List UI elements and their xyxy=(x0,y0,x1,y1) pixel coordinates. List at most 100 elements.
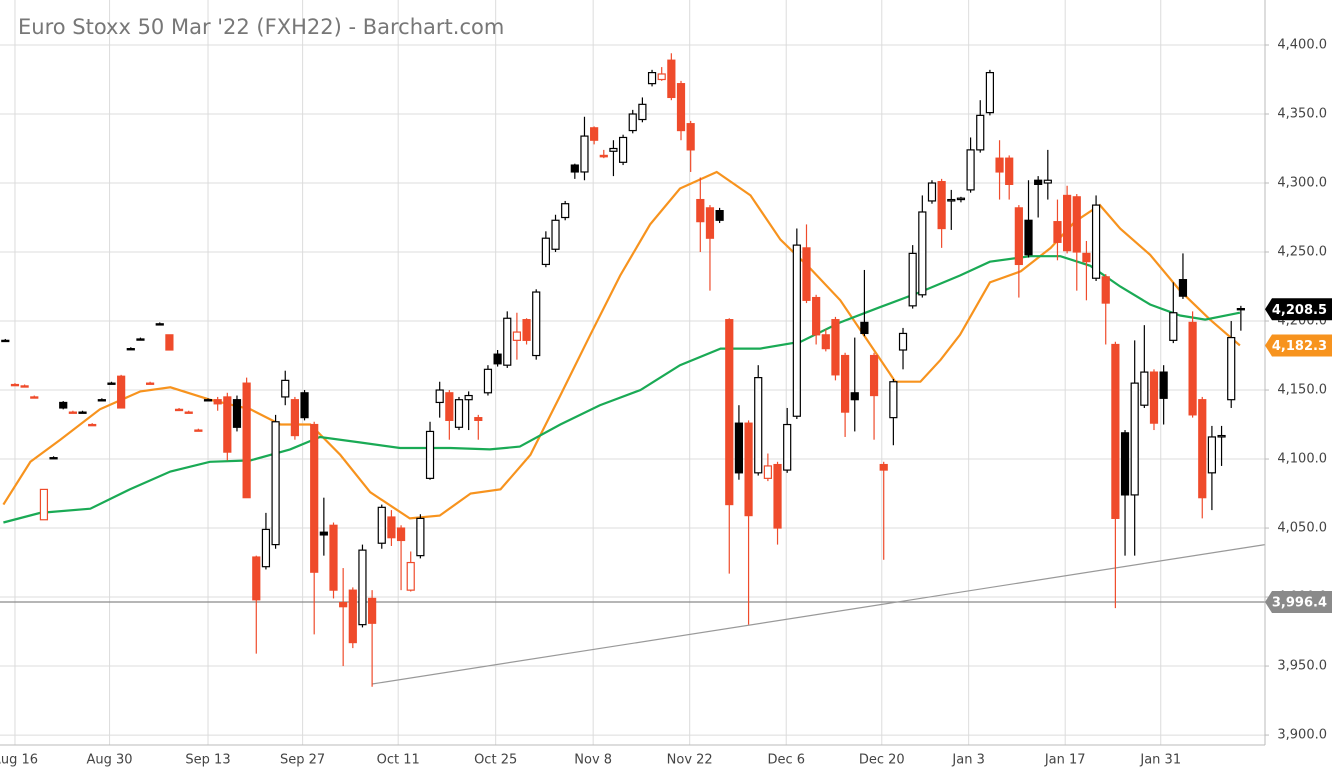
candle-body xyxy=(406,561,415,591)
candle-body xyxy=(1236,307,1245,311)
candle-body xyxy=(435,389,444,404)
candle-body xyxy=(590,127,599,141)
candle-body xyxy=(686,123,695,151)
candle-body xyxy=(68,411,77,414)
candle-body xyxy=(358,549,367,626)
candle-body xyxy=(1053,221,1062,243)
candle-body xyxy=(985,71,994,114)
candle-body xyxy=(927,182,937,202)
candle-body xyxy=(49,457,58,460)
x-tick-label: Nov 8 xyxy=(574,753,612,768)
candle-body xyxy=(97,399,106,402)
candle-body xyxy=(715,210,724,221)
candle-body xyxy=(676,83,686,132)
candle-body xyxy=(425,430,435,479)
candle-body xyxy=(609,147,618,152)
x-tick-label: Oct 11 xyxy=(377,753,420,768)
candle-body xyxy=(329,524,338,591)
candle-body xyxy=(368,597,377,624)
candle-body xyxy=(1159,371,1168,399)
candle-body xyxy=(512,331,522,341)
candle-body xyxy=(30,396,39,399)
candle-body xyxy=(667,59,676,99)
y-tick-label: 4,350.0 xyxy=(1277,106,1327,121)
candle-body xyxy=(918,211,927,296)
candle-body xyxy=(821,334,830,350)
candle-body xyxy=(464,394,473,401)
candle-body xyxy=(107,382,116,385)
candle-body xyxy=(580,135,589,173)
x-tick-label: Oct 25 xyxy=(474,753,517,768)
candle-body xyxy=(78,411,87,414)
candle-body xyxy=(290,399,299,437)
candle-body xyxy=(1005,157,1014,185)
price-label: 4,182.3 xyxy=(1272,339,1327,354)
candle-body xyxy=(339,601,348,608)
candle-body xyxy=(976,114,985,151)
y-tick-label: 4,150.0 xyxy=(1277,383,1327,398)
candle-body xyxy=(242,382,251,499)
candle-body xyxy=(850,392,859,401)
candle-body xyxy=(1072,196,1081,253)
candle-body xyxy=(1217,434,1226,438)
candle-body xyxy=(831,319,840,376)
candle-body xyxy=(10,383,20,387)
candle-body xyxy=(1024,219,1033,256)
candle-body xyxy=(792,244,801,417)
trend-line xyxy=(372,544,1266,685)
candle-body xyxy=(194,429,203,432)
candle-body xyxy=(889,381,898,419)
y-tick-label: 4,250.0 xyxy=(1277,245,1327,260)
candle-body xyxy=(1149,371,1159,424)
candle-body xyxy=(773,463,782,529)
candle-body xyxy=(281,379,290,398)
candle-body xyxy=(898,332,908,351)
candle-body xyxy=(416,517,425,557)
y-tick-label: 4,400.0 xyxy=(1277,37,1327,52)
candle-body xyxy=(705,207,715,239)
candle-body xyxy=(454,399,464,428)
price-label-box xyxy=(1265,334,1332,357)
candle-body xyxy=(310,423,319,573)
candle-body xyxy=(1082,252,1091,263)
y-tick-label: 4,050.0 xyxy=(1277,521,1327,536)
candle-body xyxy=(783,423,792,471)
price-label-box xyxy=(1265,591,1332,614)
candle-body xyxy=(165,334,174,351)
candle-body xyxy=(1140,371,1149,406)
candle-body xyxy=(744,422,753,517)
x-tick-label: Dec 20 xyxy=(859,753,905,768)
candle-body xyxy=(252,556,261,601)
candle-body xyxy=(155,323,164,326)
price-label-box xyxy=(1265,298,1332,321)
candle-body xyxy=(1091,204,1101,279)
candle-body xyxy=(1120,432,1130,496)
candle-body xyxy=(493,353,502,365)
candle-body xyxy=(232,399,242,428)
candle-body xyxy=(184,411,193,414)
candle-body xyxy=(1169,312,1178,341)
y-tick-label: 4,300.0 xyxy=(1277,176,1327,191)
candle-body xyxy=(628,113,637,132)
price-label: 4,208.5 xyxy=(1272,303,1327,318)
candle-body xyxy=(1130,382,1139,496)
candles xyxy=(1,53,1245,687)
candle-body xyxy=(146,382,155,385)
candle-body xyxy=(812,296,821,336)
candle-body xyxy=(657,73,666,81)
candle-body xyxy=(908,252,917,307)
candle-body xyxy=(223,396,232,453)
candle-body xyxy=(174,408,184,412)
y-tick-label: 3,950.0 xyxy=(1277,659,1327,674)
candle-body xyxy=(1063,194,1072,252)
candle-body xyxy=(696,198,705,223)
candle-body xyxy=(1034,179,1043,185)
candle-body xyxy=(947,198,956,202)
candle-body xyxy=(522,319,531,341)
x-tick-label: Sep 13 xyxy=(185,753,230,768)
candle-body xyxy=(1178,279,1188,297)
candle-body xyxy=(503,317,512,366)
candle-body xyxy=(396,527,406,542)
moving-average xyxy=(3,255,1241,524)
candle-body xyxy=(300,392,309,419)
